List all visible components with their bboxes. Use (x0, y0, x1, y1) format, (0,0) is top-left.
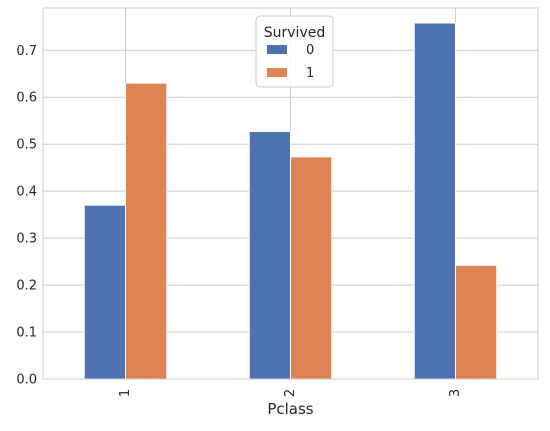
bar-series-0-pclass-2 (248, 131, 291, 380)
x-axis-label: Pclass (267, 400, 313, 418)
y-tick-label: 0.5 (16, 138, 37, 153)
y-tick-label: 0.1 (16, 326, 37, 341)
y-tick-label: 0.4 (16, 185, 37, 200)
y-tick-label: 0.6 (16, 91, 37, 106)
legend-label-1: 1 (306, 66, 314, 81)
bar-series-1-pclass-3 (455, 264, 498, 380)
x-tick-label: 3 (448, 389, 463, 397)
y-tick-label: 0.3 (16, 232, 37, 247)
plot-frame (42, 7, 539, 380)
legend-label-0: 0 (306, 43, 314, 58)
x-tick-label: 2 (283, 389, 298, 397)
legend-swatch-1 (267, 68, 287, 77)
legend-title: Survived (264, 25, 325, 41)
y-tick-label: 0.2 (16, 279, 37, 294)
y-tick-label: 0.7 (16, 44, 37, 59)
bar-series-1-pclass-2 (290, 156, 333, 380)
bars (83, 22, 498, 380)
legend-swatch-0 (267, 45, 287, 54)
y-tick-label: 0.0 (16, 373, 37, 388)
bar-series-0-pclass-1 (83, 204, 126, 380)
bar-series-1-pclass-1 (125, 82, 168, 380)
bar-series-0-pclass-3 (413, 22, 456, 380)
x-tick-labels: 1 2 3 (118, 389, 463, 397)
x-tick-label: 1 (118, 389, 133, 397)
y-tick-labels: 0.0 0.1 0.2 0.3 0.4 0.5 0.6 0.7 (16, 44, 37, 388)
legend: Survived 0 1 (255, 15, 334, 88)
